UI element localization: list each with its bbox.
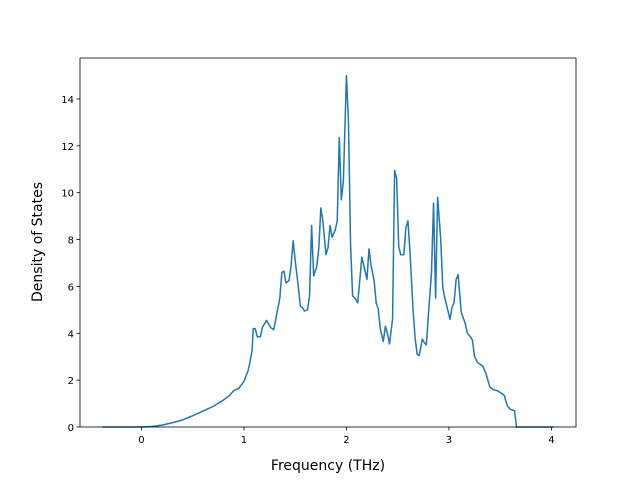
y-tick-label: 0 <box>68 423 74 434</box>
y-axis-label: Density of States <box>30 182 46 302</box>
y-tick-label: 8 <box>68 236 74 247</box>
y-tick-label: 6 <box>68 282 74 293</box>
x-tick-label: 2 <box>343 435 349 446</box>
line-series <box>102 74 554 428</box>
plot-frame <box>79 57 577 428</box>
x-tick-label: 0 <box>138 435 144 446</box>
x-axis-label: Frequency (THz) <box>271 458 385 474</box>
y-tick-label: 14 <box>61 95 74 106</box>
y-tick-label: 4 <box>68 329 74 340</box>
y-tick-label: 12 <box>61 142 74 153</box>
x-tick-label: 3 <box>446 435 452 446</box>
y-tick-label: 10 <box>61 189 74 200</box>
y-tick-label: 2 <box>68 376 74 387</box>
x-tick-label: 4 <box>548 435 554 446</box>
x-tick-label: 1 <box>241 435 247 446</box>
